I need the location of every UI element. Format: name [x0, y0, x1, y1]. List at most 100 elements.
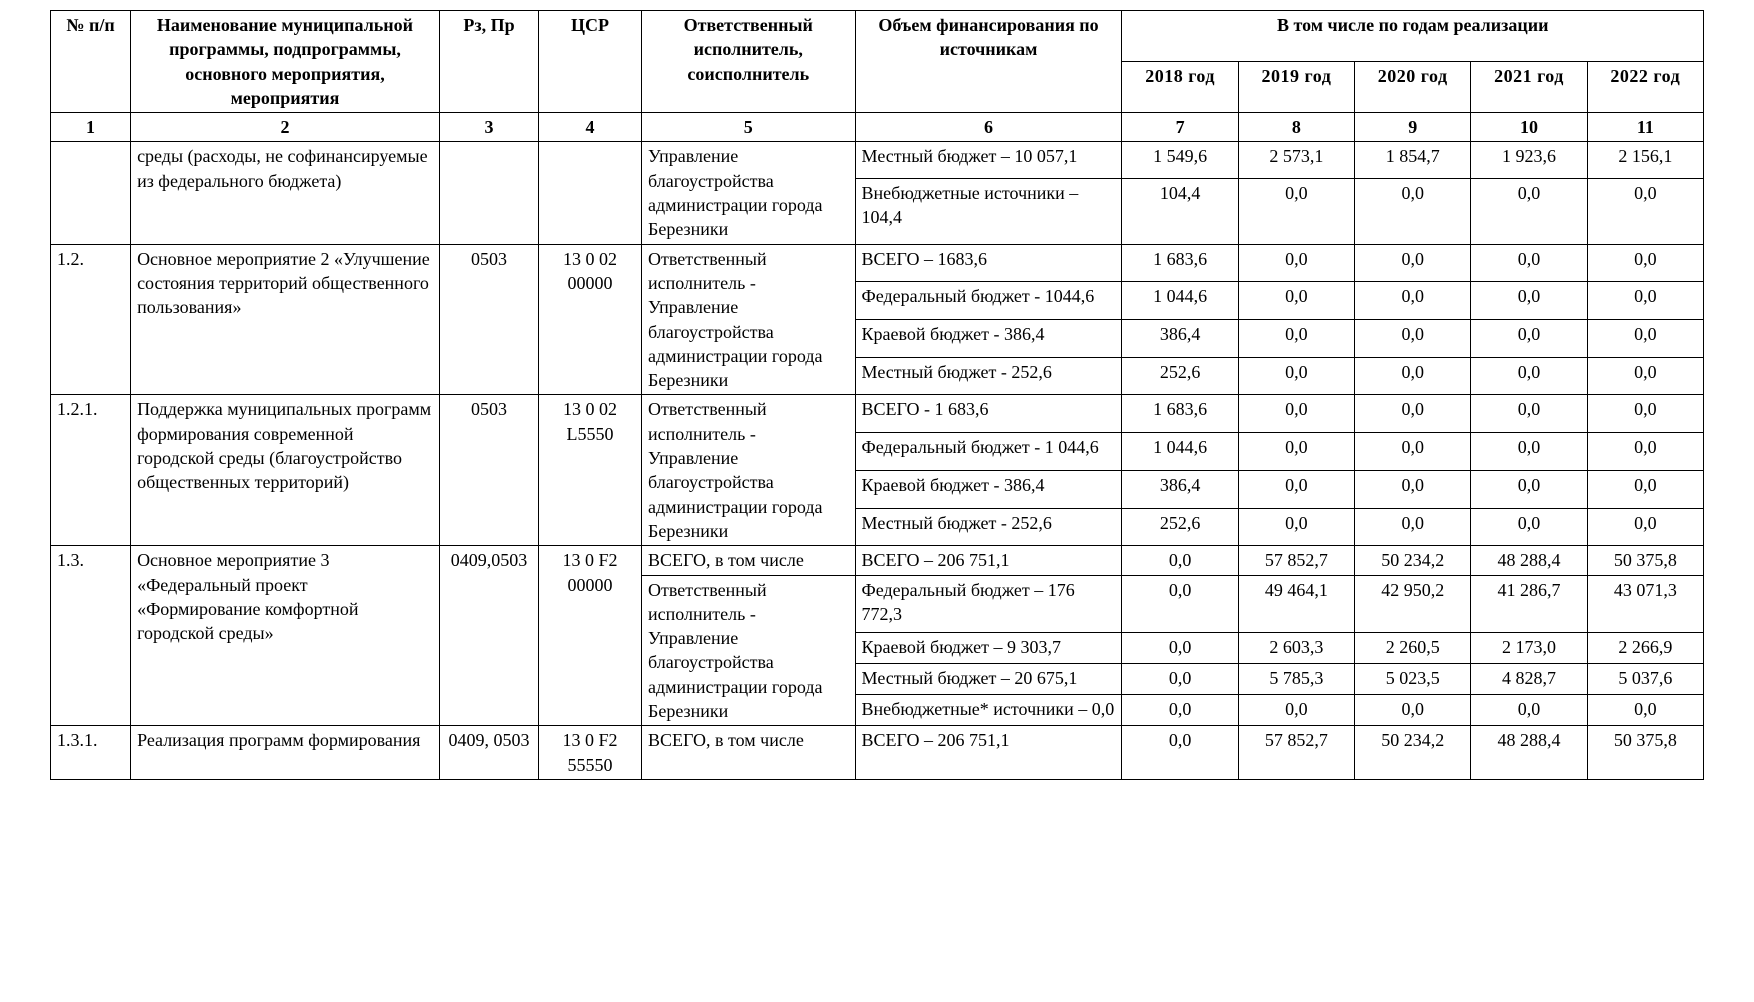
cell-y21: 4 828,7	[1471, 663, 1587, 694]
header-row-numbers: 1 2 3 4 5 6 7 8 9 10 11	[51, 113, 1704, 142]
cell-name: среды (расходы, не софинансируемые из фе…	[131, 142, 440, 244]
cell-vol: Внебюджетные* источники – 0,0	[855, 695, 1122, 726]
cell-y19: 49 464,1	[1238, 575, 1354, 632]
cell-y21: 0,0	[1471, 695, 1587, 726]
cell-csr: 13 0 02 L5550	[539, 395, 642, 546]
cell-num	[51, 142, 131, 244]
cell-y22: 2 156,1	[1587, 142, 1703, 178]
colnum-1: 1	[51, 113, 131, 142]
cell-y18: 1 683,6	[1122, 395, 1238, 433]
cell-vol: Федеральный бюджет - 1044,6	[855, 282, 1122, 320]
cell-y18: 0,0	[1122, 575, 1238, 632]
cell-y22: 0,0	[1587, 357, 1703, 395]
cell-y22: 0,0	[1587, 695, 1703, 726]
cell-vol: Краевой бюджет – 9 303,7	[855, 632, 1122, 663]
cell-y22: 0,0	[1587, 282, 1703, 320]
cell-y21: 0,0	[1471, 178, 1587, 244]
cell-y20: 2 260,5	[1355, 632, 1471, 663]
cell-y20: 0,0	[1355, 282, 1471, 320]
colnum-6: 6	[855, 113, 1122, 142]
th-2022: 2022 год	[1587, 62, 1703, 113]
cell-y18: 0,0	[1122, 632, 1238, 663]
cell-y22: 0,0	[1587, 433, 1703, 471]
cell-csr: 13 0 F2 00000	[539, 546, 642, 726]
colnum-5: 5	[642, 113, 856, 142]
cell-y21: 0,0	[1471, 244, 1587, 282]
th-2021: 2021 год	[1471, 62, 1587, 113]
colnum-7: 7	[1122, 113, 1238, 142]
cell-y19: 0,0	[1238, 433, 1354, 471]
cell-y22: 0,0	[1587, 508, 1703, 546]
cell-y20: 0,0	[1355, 357, 1471, 395]
cell-y20: 0,0	[1355, 320, 1471, 358]
cell-vol: ВСЕГО – 1683,6	[855, 244, 1122, 282]
cell-vol: Краевой бюджет - 386,4	[855, 320, 1122, 358]
cell-vol: Местный бюджет – 10 057,1	[855, 142, 1122, 178]
cell-y19: 0,0	[1238, 244, 1354, 282]
colnum-3: 3	[439, 113, 538, 142]
cell-y19: 57 852,7	[1238, 546, 1354, 575]
cell-vol: Федеральный бюджет – 176 772,3	[855, 575, 1122, 632]
table-row: 1.3. Основное мероприятие 3 «Федеральный…	[51, 546, 1704, 575]
cell-name: Поддержка муниципальных программ формиро…	[131, 395, 440, 546]
th-2019: 2019 год	[1238, 62, 1354, 113]
cell-y18: 1 044,6	[1122, 282, 1238, 320]
th-resp: Ответственный исполнитель, соисполнитель	[642, 11, 856, 113]
cell-y22: 0,0	[1587, 178, 1703, 244]
cell-y21: 0,0	[1471, 320, 1587, 358]
table-row: 1.3.1. Реализация программ формирования …	[51, 726, 1704, 780]
cell-y19: 0,0	[1238, 178, 1354, 244]
cell-y22: 0,0	[1587, 244, 1703, 282]
th-num: № п/п	[51, 11, 131, 113]
cell-y18: 1 549,6	[1122, 142, 1238, 178]
th-name: Наименование муниципальной программы, по…	[131, 11, 440, 113]
th-csr: ЦСР	[539, 11, 642, 113]
cell-y22: 0,0	[1587, 320, 1703, 358]
cell-resp: ВСЕГО, в том числе	[642, 546, 856, 575]
colnum-8: 8	[1238, 113, 1354, 142]
cell-y21: 48 288,4	[1471, 546, 1587, 575]
colnum-11: 11	[1587, 113, 1703, 142]
cell-vol: Внебюджетные источники – 104,4	[855, 178, 1122, 244]
cell-vol: Федеральный бюджет - 1 044,6	[855, 433, 1122, 471]
cell-y20: 42 950,2	[1355, 575, 1471, 632]
th-rz: Рз, Пр	[439, 11, 538, 113]
cell-num: 1.2.1.	[51, 395, 131, 546]
cell-num: 1.2.	[51, 244, 131, 395]
cell-y21: 0,0	[1471, 433, 1587, 471]
cell-y21: 2 173,0	[1471, 632, 1587, 663]
cell-vol: Местный бюджет – 20 675,1	[855, 663, 1122, 694]
table-row: среды (расходы, не софинансируемые из фе…	[51, 142, 1704, 178]
cell-y20: 0,0	[1355, 433, 1471, 471]
table-row: 1.2.1. Поддержка муниципальных программ …	[51, 395, 1704, 433]
budget-table: № п/п Наименование муниципальной програм…	[50, 10, 1704, 780]
cell-y19: 0,0	[1238, 470, 1354, 508]
cell-y18: 1 683,6	[1122, 244, 1238, 282]
cell-y18: 0,0	[1122, 695, 1238, 726]
cell-y18: 386,4	[1122, 320, 1238, 358]
cell-y21: 48 288,4	[1471, 726, 1587, 780]
cell-rz	[439, 142, 538, 244]
cell-y18: 0,0	[1122, 663, 1238, 694]
cell-y21: 0,0	[1471, 357, 1587, 395]
cell-rz: 0409,0503	[439, 546, 538, 726]
colnum-9: 9	[1355, 113, 1471, 142]
cell-y18: 1 044,6	[1122, 433, 1238, 471]
header-row-1: № п/п Наименование муниципальной програм…	[51, 11, 1704, 62]
cell-csr: 13 0 02 00000	[539, 244, 642, 395]
cell-name: Основное мероприятие 2 «Улучшение состоя…	[131, 244, 440, 395]
th-years-group: В том числе по годам реализации	[1122, 11, 1704, 62]
cell-y18: 252,6	[1122, 508, 1238, 546]
cell-name: Реализация программ формирования	[131, 726, 440, 780]
cell-y22: 0,0	[1587, 395, 1703, 433]
cell-csr	[539, 142, 642, 244]
cell-y20: 0,0	[1355, 178, 1471, 244]
cell-y20: 0,0	[1355, 695, 1471, 726]
cell-resp: Ответственный исполнитель - Управление б…	[642, 575, 856, 726]
cell-y18: 252,6	[1122, 357, 1238, 395]
th-2018: 2018 год	[1122, 62, 1238, 113]
cell-y22: 43 071,3	[1587, 575, 1703, 632]
cell-y19: 57 852,7	[1238, 726, 1354, 780]
cell-y18: 386,4	[1122, 470, 1238, 508]
cell-y22: 5 037,6	[1587, 663, 1703, 694]
